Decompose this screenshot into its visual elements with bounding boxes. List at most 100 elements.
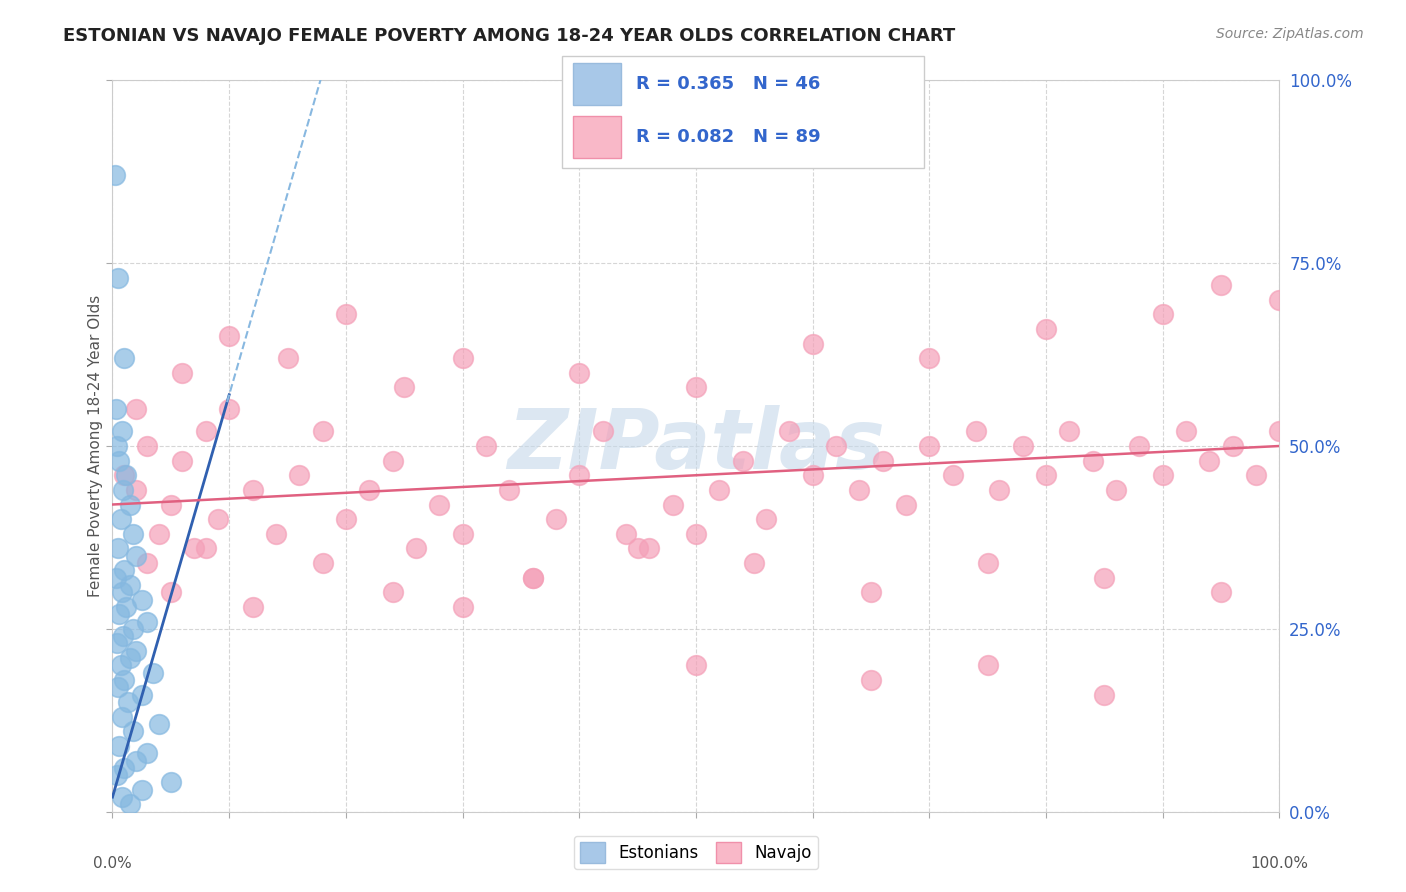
- Point: [522, 571, 544, 585]
- Point: [825, 439, 848, 453]
- Point: [918, 351, 941, 366]
- Point: [1035, 468, 1057, 483]
- Point: [918, 439, 941, 453]
- Text: 100.0%: 100.0%: [1250, 855, 1309, 871]
- Point: [112, 761, 135, 775]
- Point: [264, 526, 287, 541]
- Point: [755, 512, 778, 526]
- Point: [638, 541, 661, 556]
- Point: [136, 615, 159, 629]
- Point: [125, 483, 148, 497]
- Point: [136, 746, 159, 760]
- Point: [148, 717, 170, 731]
- Point: [451, 599, 474, 614]
- Point: [1094, 688, 1116, 702]
- Point: [522, 571, 544, 585]
- Point: [1175, 425, 1198, 439]
- Point: [860, 673, 883, 687]
- Point: [614, 526, 637, 541]
- Text: 0.0%: 0.0%: [93, 855, 132, 871]
- Point: [976, 556, 998, 570]
- Point: [276, 351, 298, 366]
- Point: [1094, 571, 1116, 585]
- Point: [405, 541, 427, 556]
- Point: [311, 556, 333, 570]
- Point: [744, 132, 766, 146]
- Point: [942, 468, 965, 483]
- Point: [172, 453, 194, 467]
- Point: [568, 366, 591, 380]
- Point: [335, 307, 357, 321]
- Point: [131, 592, 153, 607]
- Point: [136, 439, 159, 453]
- Point: [107, 270, 129, 285]
- Y-axis label: Female Poverty Among 18-24 Year Olds: Female Poverty Among 18-24 Year Olds: [89, 295, 103, 597]
- Point: [661, 498, 683, 512]
- Point: [218, 402, 240, 417]
- Text: Source: ZipAtlas.com: Source: ZipAtlas.com: [1216, 27, 1364, 41]
- Point: [111, 483, 134, 497]
- Point: [1011, 439, 1033, 453]
- Point: [1152, 468, 1174, 483]
- Point: [110, 512, 132, 526]
- Point: [108, 453, 131, 467]
- Text: ZIPatlas: ZIPatlas: [508, 406, 884, 486]
- Point: [122, 622, 145, 636]
- Point: [685, 380, 707, 394]
- Point: [115, 468, 138, 483]
- Point: [801, 336, 824, 351]
- FancyBboxPatch shape: [562, 56, 924, 169]
- Point: [1152, 307, 1174, 321]
- Point: [872, 453, 894, 467]
- Point: [427, 498, 450, 512]
- Point: [125, 402, 148, 417]
- Point: [451, 526, 474, 541]
- Point: [122, 526, 145, 541]
- Point: [394, 380, 416, 394]
- Point: [568, 468, 591, 483]
- Point: [110, 658, 132, 673]
- Point: [107, 541, 129, 556]
- Point: [1268, 293, 1291, 307]
- Point: [381, 453, 404, 467]
- Point: [498, 483, 520, 497]
- Point: [194, 541, 217, 556]
- Point: [1268, 425, 1291, 439]
- Point: [105, 636, 128, 650]
- Point: [172, 366, 194, 380]
- Point: [117, 695, 139, 709]
- Point: [148, 526, 170, 541]
- Point: [1244, 468, 1267, 483]
- Point: [111, 629, 134, 643]
- Point: [685, 526, 707, 541]
- Point: [105, 439, 128, 453]
- Point: [242, 599, 264, 614]
- Point: [118, 578, 141, 592]
- Point: [544, 512, 567, 526]
- Point: [744, 556, 766, 570]
- Point: [118, 498, 141, 512]
- Point: [183, 541, 205, 556]
- Point: [118, 797, 141, 812]
- Point: [207, 512, 229, 526]
- Point: [125, 644, 148, 658]
- Point: [104, 169, 127, 183]
- Point: [105, 768, 128, 782]
- Point: [125, 549, 148, 563]
- Point: [451, 351, 474, 366]
- Point: [1059, 425, 1081, 439]
- Point: [108, 739, 131, 753]
- Point: [111, 425, 134, 439]
- Point: [731, 453, 754, 467]
- Point: [108, 607, 131, 622]
- Point: [112, 673, 135, 687]
- Point: [111, 585, 134, 599]
- Point: [1105, 483, 1128, 497]
- Point: [160, 498, 183, 512]
- Point: [778, 425, 800, 439]
- Legend: Estonians, Navajo: Estonians, Navajo: [574, 836, 818, 869]
- Point: [160, 585, 183, 599]
- Point: [627, 541, 650, 556]
- Point: [894, 498, 917, 512]
- Point: [104, 402, 127, 417]
